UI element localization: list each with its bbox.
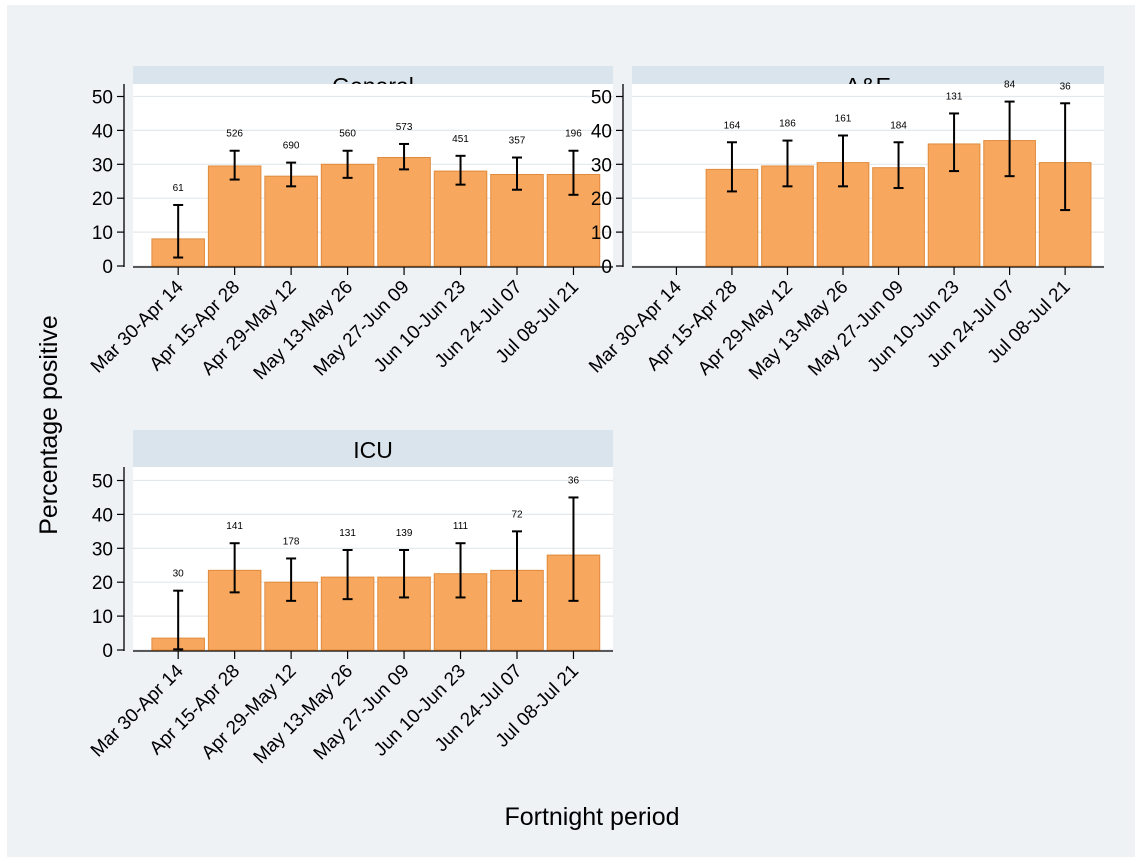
count-label: 186	[779, 119, 796, 130]
y-tick-label: 30	[591, 155, 612, 176]
y-tick-label: 40	[92, 505, 113, 526]
y-tick-label: 50	[92, 88, 113, 109]
y-tick-label: 30	[92, 155, 113, 176]
count-label: 690	[283, 141, 300, 152]
y-tick-label: 0	[601, 257, 612, 278]
count-label: 141	[226, 521, 243, 532]
count-label: 30	[173, 569, 185, 580]
panel-title: ICU	[353, 437, 393, 463]
count-label: 139	[396, 528, 413, 539]
x-axis-title: Fortnight period	[504, 803, 679, 831]
bar	[264, 175, 318, 267]
count-label: 560	[339, 129, 356, 140]
count-label: 61	[173, 183, 185, 194]
y-tick-label: 10	[92, 607, 113, 628]
y-tick-label: 0	[102, 257, 113, 278]
count-label: 178	[283, 536, 300, 547]
bar	[320, 163, 375, 267]
count-label: 131	[339, 528, 356, 539]
count-label: 164	[724, 120, 741, 131]
bar	[433, 170, 488, 267]
count-label: 573	[396, 122, 413, 133]
y-tick-label: 20	[591, 189, 612, 210]
y-tick-label: 10	[591, 223, 612, 244]
bar	[872, 167, 925, 267]
count-label: 72	[511, 509, 523, 520]
panel-0: General0102030405061Mar 30-Apr 14526Apr …	[87, 66, 613, 384]
count-label: 84	[1004, 80, 1016, 91]
y-tick-label: 30	[92, 539, 113, 560]
y-tick-label: 40	[591, 121, 612, 142]
y-tick-label: 20	[92, 189, 113, 210]
y-axis-title: Percentage positive	[35, 315, 63, 535]
count-label: 36	[1060, 81, 1072, 92]
count-label: 451	[452, 134, 469, 145]
count-label: 526	[226, 129, 243, 140]
bar	[207, 165, 262, 267]
count-label: 36	[568, 475, 580, 486]
count-label: 357	[509, 136, 526, 147]
y-tick-label: 50	[591, 88, 612, 109]
count-label: 111	[453, 521, 469, 532]
y-tick-label: 10	[92, 223, 113, 244]
count-label: 196	[565, 129, 582, 140]
count-label: 184	[890, 120, 907, 131]
y-tick-label: 0	[102, 641, 113, 662]
y-tick-label: 40	[92, 121, 113, 142]
panel-header	[133, 430, 613, 468]
bar	[377, 157, 431, 267]
count-label: 161	[835, 113, 852, 124]
count-label: 131	[946, 91, 963, 102]
y-tick-label: 20	[92, 573, 113, 594]
y-tick-label: 50	[92, 472, 113, 493]
